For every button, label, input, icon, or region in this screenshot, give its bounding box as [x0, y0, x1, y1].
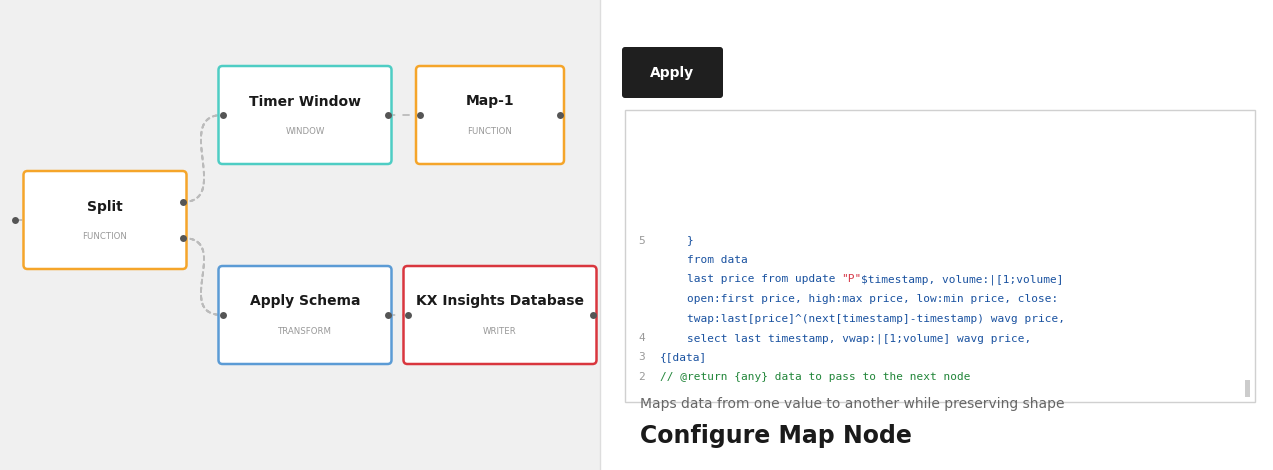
Text: open:first price, high:max price, low:min price, close:: open:first price, high:max price, low:mi…: [659, 294, 1058, 304]
Bar: [625, 110, 1255, 402]
Text: select last timestamp, vwap:|[1;volume] wavg price,: select last timestamp, vwap:|[1;volume] …: [659, 333, 1031, 344]
Text: WINDOW: WINDOW: [285, 127, 325, 136]
Text: Apply Schema: Apply Schema: [250, 295, 360, 308]
Text: $timestamp, volume:|[1;volume]: $timestamp, volume:|[1;volume]: [861, 274, 1063, 285]
Text: KX Insights Database: KX Insights Database: [416, 295, 584, 308]
Text: // @return {any} data to pass to the next node: // @return {any} data to pass to the nex…: [659, 372, 970, 382]
Text: from data: from data: [659, 255, 747, 265]
Text: 2: 2: [638, 372, 644, 382]
Text: 3: 3: [638, 352, 644, 362]
Text: 5: 5: [638, 235, 644, 245]
Text: Timer Window: Timer Window: [250, 94, 362, 109]
Text: Map-1: Map-1: [466, 94, 514, 109]
Text: }: }: [659, 235, 694, 245]
FancyBboxPatch shape: [622, 47, 723, 98]
Text: "P": "P": [841, 274, 861, 284]
Text: WRITER: WRITER: [484, 327, 517, 336]
Text: FUNCTION: FUNCTION: [467, 127, 513, 136]
Text: TRANSFORM: TRANSFORM: [278, 327, 332, 336]
FancyBboxPatch shape: [416, 66, 564, 164]
FancyBboxPatch shape: [404, 266, 597, 364]
FancyBboxPatch shape: [23, 171, 187, 269]
Text: 4: 4: [638, 333, 644, 343]
Text: {[data]: {[data]: [659, 352, 708, 362]
Text: Maps data from one value to another while preserving shape: Maps data from one value to another whil…: [640, 397, 1064, 411]
Text: Configure Map Node: Configure Map Node: [640, 424, 911, 448]
FancyBboxPatch shape: [219, 266, 392, 364]
Text: FUNCTION: FUNCTION: [83, 232, 127, 241]
FancyBboxPatch shape: [219, 66, 392, 164]
Bar: [600, 0, 1273, 470]
Text: Split: Split: [87, 199, 123, 213]
Text: last price from update: last price from update: [659, 274, 843, 284]
Bar: [1245, 380, 1250, 397]
Text: Apply: Apply: [651, 65, 695, 79]
Text: twap:last[price]^(next[timestamp]-timestamp) wavg price,: twap:last[price]^(next[timestamp]-timest…: [659, 313, 1066, 323]
